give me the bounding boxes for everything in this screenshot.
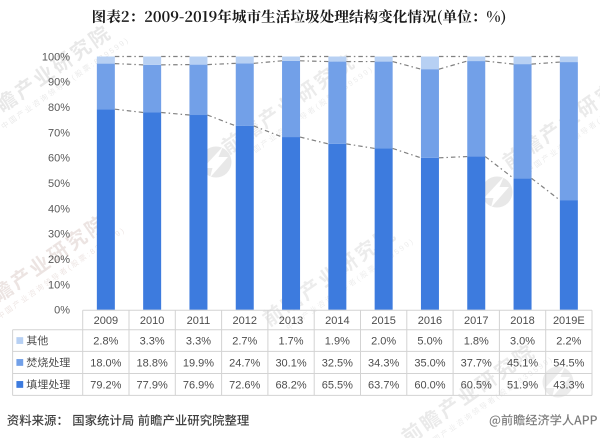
svg-text:100%: 100% [42, 51, 70, 63]
svg-text:80%: 80% [48, 102, 70, 114]
svg-text:2010: 2010 [140, 315, 164, 327]
svg-text:76.9%: 76.9% [183, 379, 214, 391]
svg-text:2009: 2009 [94, 315, 118, 327]
svg-text:20%: 20% [48, 254, 70, 266]
svg-text:1.7%: 1.7% [279, 336, 304, 348]
svg-text:40%: 40% [48, 203, 70, 215]
svg-text:3.0%: 3.0% [510, 336, 535, 348]
svg-text:79.2%: 79.2% [90, 379, 121, 391]
svg-text:5.0%: 5.0% [417, 336, 442, 348]
svg-text:35.0%: 35.0% [414, 357, 445, 369]
svg-text:24.7%: 24.7% [229, 357, 260, 369]
svg-text:72.6%: 72.6% [229, 379, 260, 391]
svg-text:2017: 2017 [464, 315, 488, 327]
svg-text:32.5%: 32.5% [322, 357, 353, 369]
svg-text:68.2%: 68.2% [275, 379, 306, 391]
svg-text:10%: 10% [48, 279, 70, 291]
svg-text:50%: 50% [48, 178, 70, 190]
svg-text:2019E: 2019E [553, 315, 585, 327]
svg-text:2013: 2013 [279, 315, 303, 327]
svg-text:3.3%: 3.3% [140, 336, 165, 348]
svg-text:2.0%: 2.0% [371, 336, 396, 348]
svg-text:2016: 2016 [418, 315, 442, 327]
svg-text:2015: 2015 [371, 315, 395, 327]
svg-text:60.5%: 60.5% [461, 379, 492, 391]
svg-text:60.0%: 60.0% [414, 379, 445, 391]
svg-text:70%: 70% [48, 127, 70, 139]
svg-text:54.5%: 54.5% [553, 357, 584, 369]
svg-text:30%: 30% [48, 229, 70, 241]
svg-text:43.3%: 43.3% [553, 379, 584, 391]
svg-text:2012: 2012 [233, 315, 257, 327]
svg-text:19.9%: 19.9% [183, 357, 214, 369]
svg-text:30.1%: 30.1% [275, 357, 306, 369]
svg-text:65.5%: 65.5% [322, 379, 353, 391]
svg-text:63.7%: 63.7% [368, 379, 399, 391]
svg-text:2011: 2011 [187, 315, 211, 327]
svg-text:77.9%: 77.9% [137, 379, 168, 391]
svg-text:18.8%: 18.8% [137, 357, 168, 369]
svg-text:0%: 0% [54, 305, 70, 317]
svg-text:2.8%: 2.8% [93, 336, 118, 348]
svg-text:1.9%: 1.9% [325, 336, 350, 348]
svg-text:60%: 60% [48, 153, 70, 165]
svg-text:18.0%: 18.0% [90, 357, 121, 369]
svg-text:90%: 90% [48, 77, 70, 89]
svg-text:34.3%: 34.3% [368, 357, 399, 369]
svg-text:1.8%: 1.8% [464, 336, 489, 348]
svg-text:37.7%: 37.7% [461, 357, 492, 369]
svg-text:51.9%: 51.9% [507, 379, 538, 391]
svg-text:3.3%: 3.3% [186, 336, 211, 348]
svg-text:2018: 2018 [510, 315, 534, 327]
svg-text:2.2%: 2.2% [556, 336, 581, 348]
svg-text:2014: 2014 [325, 315, 349, 327]
svg-text:45.1%: 45.1% [507, 357, 538, 369]
svg-text:2.7%: 2.7% [232, 336, 257, 348]
